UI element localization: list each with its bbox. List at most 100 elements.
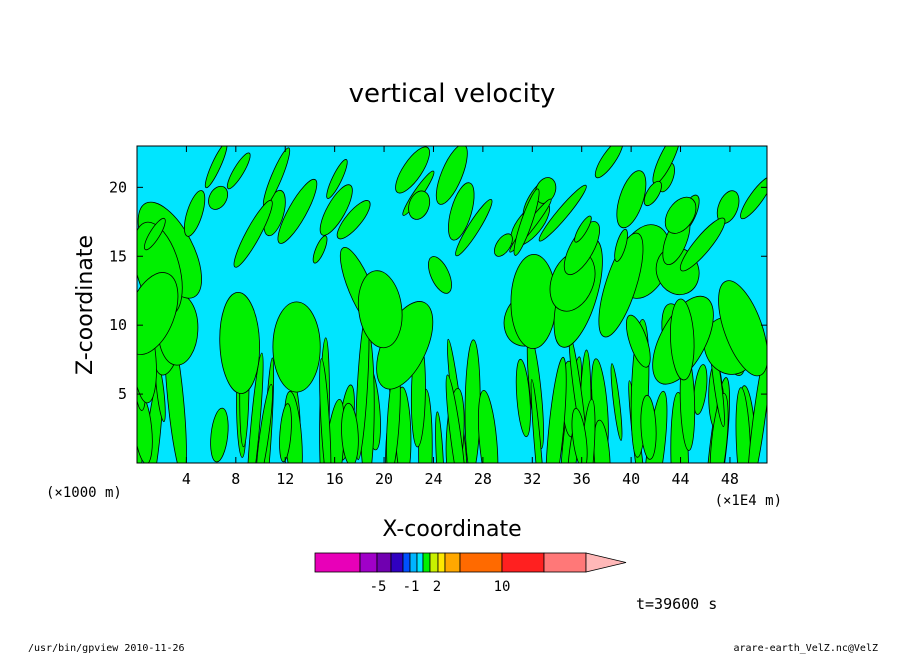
- positive-region-137: [643, 180, 662, 207]
- x-tick-label-2: 12: [276, 470, 294, 488]
- positive-region-127: [614, 228, 628, 262]
- positive-region-86: [598, 232, 644, 338]
- positive-region-130: [594, 146, 624, 179]
- positive-region-24: [530, 379, 546, 463]
- positive-region-90: [272, 301, 321, 393]
- colorbar-segment-5: [409, 552, 418, 573]
- x-tick-label-10: 44: [671, 470, 689, 488]
- colorbar-segment-11: [459, 552, 503, 573]
- positive-region-94: [625, 314, 651, 368]
- y-tick-label-0: 5: [118, 385, 127, 403]
- y-tick-label-2: 15: [109, 247, 127, 265]
- positive-region-135: [233, 199, 273, 268]
- x-unit-right: (×1E4 m): [715, 493, 782, 509]
- x-axis: 4 8 12 16 20 24 28 32 36 40 44 48: [182, 146, 739, 488]
- positive-region-55: [747, 337, 767, 463]
- positive-region-106: [395, 146, 430, 194]
- x-tick-label-5: 24: [424, 470, 442, 488]
- positive-region-23: [693, 364, 708, 415]
- x-tick-label-6: 28: [474, 470, 492, 488]
- positive-region-120: [326, 159, 348, 199]
- positive-region-132: [513, 188, 540, 256]
- x-tick-label-8: 36: [573, 470, 591, 488]
- x-tick-label-0: 4: [182, 470, 191, 488]
- positive-region-133: [336, 200, 371, 240]
- colorbar-segment-9: [437, 552, 446, 573]
- y-axis: 5 10 15 20: [109, 178, 767, 403]
- positive-region-49: [435, 411, 445, 463]
- positive-region-129: [574, 215, 592, 243]
- positive-region-109: [312, 235, 328, 264]
- plot-frame: [136, 145, 768, 464]
- positive-region-79: [510, 253, 557, 349]
- colorbar-segment-6: [416, 552, 424, 573]
- x-tick-label-9: 40: [622, 470, 640, 488]
- footer-right: arare-earth_VelZ.nc@VelZ: [734, 643, 879, 654]
- positive-region-35: [478, 389, 499, 463]
- x-tick-label-11: 48: [721, 470, 739, 488]
- positive-region-116: [664, 196, 697, 234]
- positive-region-136: [208, 185, 229, 210]
- positive-region-98: [435, 146, 468, 205]
- positive-region-69: [515, 358, 531, 438]
- colorbar: [314, 552, 627, 573]
- positive-region-54: [545, 356, 567, 463]
- positive-region-66: [640, 394, 657, 460]
- colorbar-tick-0: -5: [370, 579, 387, 595]
- x-tick-label-7: 32: [523, 470, 541, 488]
- colorbar-segment-10: [444, 552, 461, 573]
- colorbar-segment-1: [359, 552, 378, 573]
- positive-region-100: [319, 184, 353, 236]
- colorbar-segment-2: [376, 552, 392, 573]
- x-axis-label: X-coordinate: [382, 517, 521, 542]
- colorbar-segment-0: [314, 552, 361, 573]
- positive-region-20: [610, 363, 623, 441]
- positive-region-97: [357, 270, 403, 349]
- positive-region-101: [226, 152, 251, 190]
- positive-region-44: [255, 383, 273, 463]
- positive-region-124: [143, 217, 166, 251]
- positive-region-123: [534, 177, 557, 204]
- time-label: t=39600 s: [636, 595, 717, 613]
- positive-region-95: [137, 272, 179, 355]
- y-tick-label-1: 10: [109, 316, 127, 334]
- positive-region-38: [319, 358, 332, 463]
- positive-region-103: [204, 146, 228, 189]
- x-tick-label-1: 8: [231, 470, 240, 488]
- colorbar-ticks: -5 -1 2 10: [370, 579, 511, 595]
- positive-region-78: [428, 256, 452, 294]
- positive-region-93: [219, 291, 260, 395]
- positive-region-61: [246, 352, 264, 463]
- colorbar-segment-13: [543, 552, 587, 573]
- positive-region-99: [277, 178, 318, 244]
- colorbar-segment-12: [501, 552, 545, 573]
- positive-region-107: [616, 170, 647, 229]
- colorbar-tick-3: 10: [494, 579, 511, 595]
- y-tick-label-3: 20: [109, 178, 127, 196]
- positive-region-39: [279, 403, 292, 463]
- colorbar-tick-2: 2: [433, 579, 441, 595]
- positive-region-113: [448, 182, 475, 241]
- positive-region-57: [593, 419, 611, 463]
- colorbar-segment-8: [429, 552, 439, 573]
- x-unit-left: (×1000 m): [46, 485, 122, 501]
- positive-region-62: [341, 402, 359, 463]
- positive-region-134: [408, 190, 431, 220]
- colorbar-tick-1: -1: [403, 579, 420, 595]
- positive-region-37: [445, 374, 467, 463]
- positive-region-81: [718, 280, 767, 377]
- positive-region-111: [455, 199, 493, 257]
- positive-region-68: [571, 408, 588, 463]
- positive-region-104: [183, 190, 206, 237]
- colorbar-segment-4: [402, 552, 411, 573]
- chart-title: vertical velocity: [349, 79, 556, 109]
- y-axis-label: Z-coordinate: [73, 235, 98, 375]
- colorbar-arrow: [585, 552, 627, 573]
- footer-left: /usr/bin/gpview 2010-11-26: [28, 643, 185, 654]
- positive-velocity-regions: [137, 146, 767, 463]
- positive-region-28: [210, 407, 229, 463]
- colorbar-segment-3: [390, 552, 404, 573]
- x-tick-label-3: 16: [326, 470, 344, 488]
- positive-region-96: [669, 298, 695, 381]
